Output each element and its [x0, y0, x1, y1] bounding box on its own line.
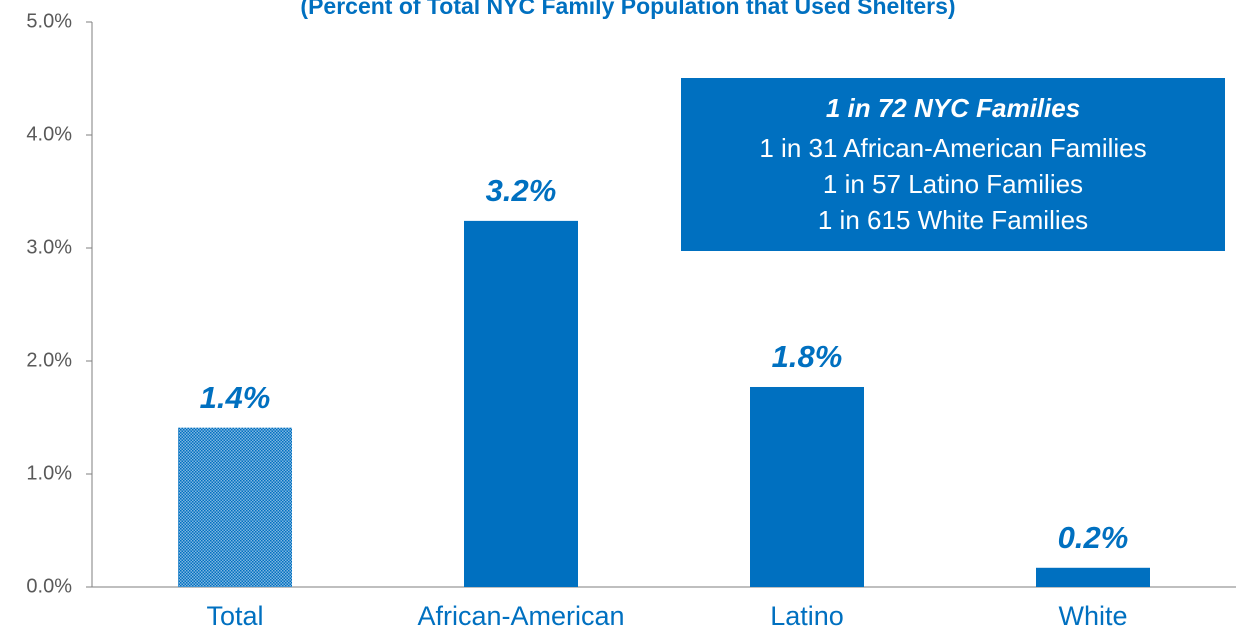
annotation-line: 1 in 615 White Families: [818, 205, 1088, 235]
y-tick-label: 3.0%: [26, 236, 72, 258]
value-label: 1.8%: [772, 339, 843, 374]
y-tick-label: 4.0%: [26, 123, 72, 145]
annotation-line: 1 in 57 Latino Families: [823, 169, 1083, 199]
annotation-box: [681, 78, 1225, 251]
value-label: 3.2%: [486, 173, 557, 208]
bar: [178, 427, 292, 587]
annotation-line: 1 in 31 African-American Families: [759, 133, 1146, 163]
bar: [464, 220, 578, 587]
value-label: 0.2%: [1058, 520, 1129, 555]
x-tick-label: White: [1058, 601, 1127, 631]
y-tick-label: 2.0%: [26, 349, 72, 371]
y-tick-label: 5.0%: [26, 10, 72, 32]
annotation-title: 1 in 72 NYC Families: [826, 93, 1080, 123]
chart-title: (Percent of Total NYC Family Population …: [300, 0, 955, 19]
x-tick-label: Total: [206, 601, 263, 631]
x-tick-label: Latino: [770, 601, 844, 631]
y-tick-label: 0.0%: [26, 575, 72, 597]
bar: [1036, 567, 1150, 587]
x-tick-label: African-American: [417, 601, 624, 631]
value-label: 1.4%: [200, 380, 271, 415]
bar: [750, 386, 864, 587]
y-tick-label: 1.0%: [26, 462, 72, 484]
